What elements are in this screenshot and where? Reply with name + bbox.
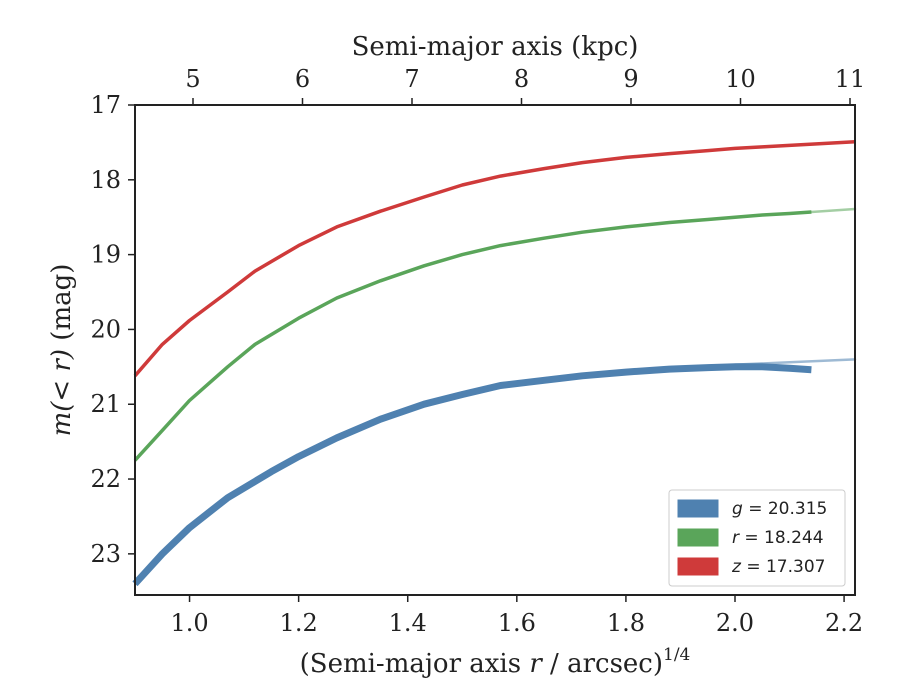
legend-swatch-r xyxy=(677,528,719,547)
legend-value-g: = 20.315 xyxy=(743,499,828,519)
top-tick-label-2: 7 xyxy=(404,65,419,93)
bottom-axis-title-prefix: (Semi-major axis xyxy=(300,649,530,679)
x-tick-label-4: 1.8 xyxy=(607,609,645,637)
top-tick-label-0: 5 xyxy=(185,65,200,93)
x-tick-label-2: 1.4 xyxy=(389,609,427,637)
top-tick-label-4: 9 xyxy=(623,65,638,93)
legend-var-z: z xyxy=(731,557,742,577)
legend-value-r: = 18.244 xyxy=(739,528,824,548)
top-tick-label-5: 10 xyxy=(725,65,756,93)
top-tick-label-6: 11 xyxy=(835,65,866,93)
series-r-line xyxy=(133,210,812,462)
series-z-line xyxy=(133,139,856,377)
legend-label-z: z = 17.307 xyxy=(731,557,825,577)
x-tick-label-5: 2.0 xyxy=(716,609,754,637)
x-tick-label-0: 1.0 xyxy=(170,609,208,637)
legend-swatch-z xyxy=(677,557,719,576)
legend-label-g: g = 20.315 xyxy=(732,499,827,519)
y-axis-title: m(< r) (mag) xyxy=(47,264,77,437)
x-tick-label-6: 2.2 xyxy=(825,609,863,637)
y-tick-label-4: 21 xyxy=(90,390,121,418)
legend-value-z: = 17.307 xyxy=(741,557,826,577)
legend-label-r: r = 18.244 xyxy=(732,528,824,548)
series-layer xyxy=(132,139,857,587)
series-g-line xyxy=(132,363,812,587)
y-tick-label-3: 20 xyxy=(90,315,121,343)
y-tick-label-6: 23 xyxy=(90,540,121,568)
tick-layer: 1.0 1.2 1.4 1.6 1.8 2.0 2.2 17 18 19 20 21 22 23 5 6 7 8 9… xyxy=(90,65,865,637)
legend-var-g: g xyxy=(732,499,743,519)
x-tick-label-1: 1.2 xyxy=(280,609,318,637)
y-tick-label-1: 18 xyxy=(90,166,121,194)
y-tick-label-2: 19 xyxy=(90,241,121,269)
bottom-axis-title-var: r xyxy=(529,649,543,679)
top-tick-label-3: 8 xyxy=(514,65,529,93)
legend-var-r: r xyxy=(732,528,740,548)
y-axis-title-unit: (mag) xyxy=(47,264,77,349)
y-axis-title-var: m(< r) xyxy=(47,349,77,436)
y-tick-label-5: 22 xyxy=(90,465,121,493)
y-tick-label-0: 17 xyxy=(90,91,121,119)
top-tick-label-1: 6 xyxy=(295,65,310,93)
series-r-extension xyxy=(810,207,857,214)
top-axis-title: Semi-major axis (kpc) xyxy=(352,32,639,62)
bottom-axis-title: (Semi-major axis r / arcsec)1/4 xyxy=(300,645,691,679)
legend-swatch-g xyxy=(677,499,719,518)
plot-frame xyxy=(134,104,856,596)
bottom-axis-title-exponent: 1/4 xyxy=(663,645,690,665)
bottom-axis-title-suffix: / arcsec) xyxy=(542,649,663,679)
x-tick-label-3: 1.6 xyxy=(498,609,536,637)
